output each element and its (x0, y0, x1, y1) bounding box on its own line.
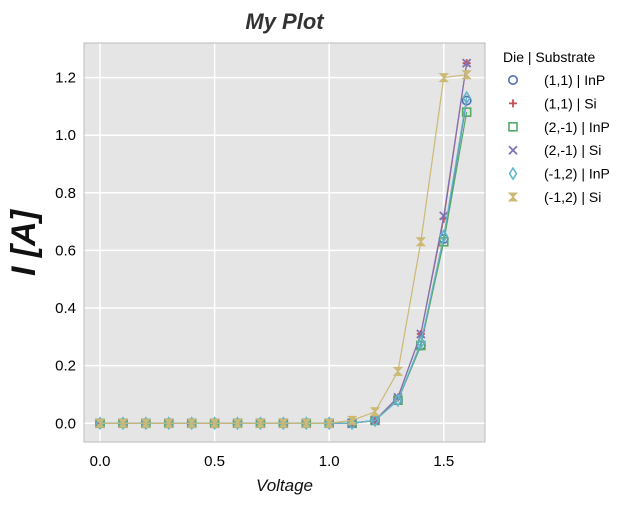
legend-label: (2,-1) | Si (544, 142, 601, 158)
legend-label: (-1,2) | InP (544, 166, 610, 182)
data-point-x (462, 58, 472, 68)
data-point-hourglass (392, 366, 404, 376)
legend-item: (2,-1) | Si (508, 142, 601, 158)
data-point-hourglass (255, 418, 266, 428)
legend-item: (1,1) | Si (509, 95, 597, 111)
data-point-diamond (347, 416, 357, 431)
data-point-hourglass (163, 418, 174, 428)
data-point-plus (509, 99, 517, 108)
x-tick-label: 0.5 (204, 453, 225, 470)
data-point-hourglass (94, 418, 106, 428)
legend-item: (1,1) | InP (507, 72, 605, 88)
series-group (94, 58, 472, 431)
chart-title: My Plot (245, 9, 325, 34)
legend-title: Die | Substrate (503, 49, 596, 65)
data-point-circle (507, 75, 518, 86)
data-point-circle (461, 95, 472, 106)
x-tick-labels: 0.0 0.5 1.0 1.5 (90, 453, 455, 470)
legend-item: (-1,2) | InP (508, 166, 610, 182)
y-tick-label: 0.4 (55, 300, 76, 317)
legend-label: (1,1) | Si (544, 95, 597, 111)
data-point-x (508, 145, 518, 155)
data-point-diamond (439, 229, 449, 244)
x-tick-label: 1.5 (433, 453, 454, 470)
x-tick-label: 0.0 (90, 453, 111, 470)
y-tick-label: 0.8 (55, 185, 76, 202)
data-point-hourglass (209, 418, 220, 428)
y-tick-label: 0.6 (55, 242, 76, 259)
legend: Die | Substrate (1,1) | InP (1,1) | Si (2,… (503, 49, 610, 205)
data-point-hourglass (232, 418, 243, 428)
series-group (94, 70, 472, 428)
data-point-hourglass (140, 418, 152, 428)
x-tick-label: 1.0 (319, 453, 340, 470)
data-point-hourglass (346, 415, 358, 425)
data-point-diamond (416, 335, 426, 350)
y-tick-label: 0.2 (55, 358, 76, 375)
legend-label: (1,1) | InP (544, 72, 605, 88)
data-point-diamond (508, 166, 518, 181)
y-tick-label: 1.2 (55, 70, 76, 87)
data-point-hourglass (117, 418, 129, 428)
data-point-hourglass (369, 407, 381, 417)
y-tick-labels: 0.0 0.2 0.4 0.6 0.8 1.0 1.2 (55, 70, 76, 433)
data-point-hourglass (438, 73, 449, 83)
legend-label: (-1,2) | Si (544, 189, 601, 205)
y-tick-label: 1.0 (55, 127, 76, 144)
data-point-hourglass (278, 418, 289, 428)
data-point-hourglass (323, 418, 335, 428)
legend-item: (2,-1) | InP (508, 119, 610, 135)
data-point-diamond (393, 393, 403, 408)
plot-background (84, 43, 485, 442)
legend-item: (-1,2) | Si (507, 189, 601, 205)
data-point-diamond (370, 413, 380, 428)
x-axis-label: Voltage (256, 476, 313, 495)
legend-label: (2,-1) | InP (544, 119, 610, 135)
data-point-hourglass (461, 70, 472, 80)
data-point-hourglass (186, 418, 197, 428)
data-point-hourglass (507, 192, 519, 202)
y-tick-label: 0.0 (55, 415, 76, 432)
plot-frame (83, 42, 486, 443)
y-axis-label: I [A] (5, 208, 43, 276)
data-point-square (508, 122, 518, 132)
data-point-hourglass (301, 418, 312, 428)
data-point-diamond (462, 90, 472, 105)
data-point-square (461, 107, 472, 117)
data-point-hourglass (415, 237, 427, 247)
